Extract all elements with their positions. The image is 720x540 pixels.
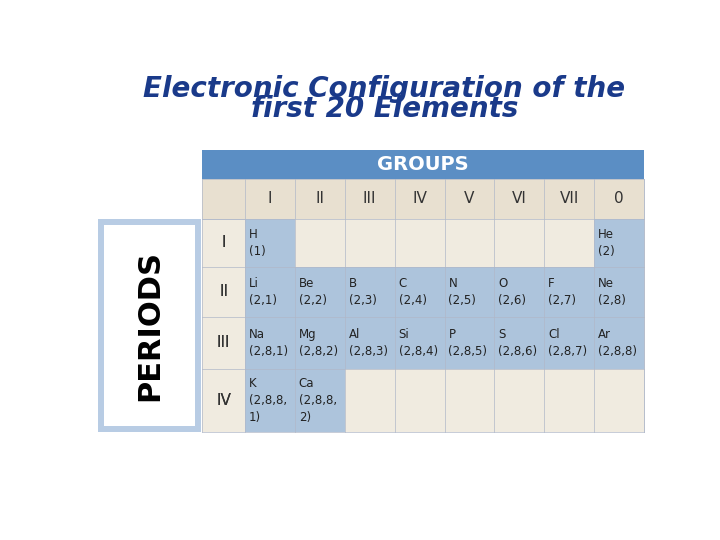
Bar (245, 267, 295, 316)
Bar (544, 369, 594, 432)
Text: Si
(2,8,4): Si (2,8,4) (399, 328, 438, 358)
Bar (295, 369, 345, 432)
Text: VI: VI (512, 191, 527, 206)
Text: VII: VII (559, 191, 579, 206)
Bar (544, 316, 594, 369)
Text: V: V (464, 191, 474, 206)
Bar (202, 179, 644, 219)
Text: Ne
(2,8): Ne (2,8) (598, 276, 626, 307)
Text: 0: 0 (614, 191, 624, 206)
Bar (395, 219, 444, 267)
Text: Ar
(2,8,8): Ar (2,8,8) (598, 328, 637, 358)
Bar (544, 267, 594, 316)
Text: S
(2,8,6): S (2,8,6) (498, 328, 537, 358)
Text: C
(2,4): C (2,4) (399, 276, 426, 307)
Text: IV: IV (216, 393, 231, 408)
Text: Na
(2,8,1): Na (2,8,1) (249, 328, 288, 358)
Text: II: II (219, 284, 228, 299)
Text: F
(2,7): F (2,7) (548, 276, 576, 307)
Bar (202, 369, 644, 432)
Bar (202, 219, 644, 267)
Bar (345, 219, 395, 267)
Bar (245, 316, 295, 369)
Text: III: III (217, 335, 230, 350)
Text: Electronic Configuration of the: Electronic Configuration of the (143, 76, 626, 104)
Bar (295, 219, 345, 267)
Text: II: II (219, 284, 228, 299)
Bar (594, 316, 644, 369)
Bar (495, 369, 544, 432)
Bar (295, 316, 345, 369)
Bar (104, 225, 194, 426)
Bar (295, 267, 345, 316)
Bar (594, 267, 644, 316)
Text: GROUPS: GROUPS (377, 154, 469, 174)
Text: Mg
(2,8,2): Mg (2,8,2) (299, 328, 338, 358)
Text: I: I (222, 235, 226, 250)
Text: B
(2,3): B (2,3) (348, 276, 377, 307)
Bar (495, 219, 544, 267)
Text: II: II (315, 191, 324, 206)
Text: III: III (363, 191, 377, 206)
Bar (444, 369, 495, 432)
Text: I: I (268, 191, 272, 206)
Text: PERIODS: PERIODS (135, 250, 163, 401)
Text: III: III (217, 335, 230, 350)
Text: N
(2,5): N (2,5) (449, 276, 477, 307)
Text: He
(2): He (2) (598, 228, 615, 258)
Text: Ca
(2,8,8,
2): Ca (2,8,8, 2) (299, 377, 337, 424)
Text: Cl
(2,8,7): Cl (2,8,7) (548, 328, 588, 358)
Bar (594, 219, 644, 267)
Text: IV: IV (412, 191, 427, 206)
Bar (544, 219, 594, 267)
Bar (395, 267, 444, 316)
Bar (444, 316, 495, 369)
Bar (202, 316, 644, 369)
Bar (395, 316, 444, 369)
Bar (202, 267, 644, 316)
Text: O
(2,6): O (2,6) (498, 276, 526, 307)
Text: P
(2,8,5): P (2,8,5) (449, 328, 487, 358)
Bar (245, 219, 295, 267)
Bar (245, 369, 295, 432)
Text: H
(1): H (1) (249, 228, 266, 258)
Bar (444, 219, 495, 267)
Text: I: I (222, 235, 226, 250)
Bar (202, 150, 644, 179)
Text: Al
(2,8,3): Al (2,8,3) (348, 328, 387, 358)
Text: Be
(2,2): Be (2,2) (299, 276, 327, 307)
Text: Li
(2,1): Li (2,1) (249, 276, 277, 307)
Text: IV: IV (216, 393, 231, 408)
Bar (495, 267, 544, 316)
Text: first 20 Elements: first 20 Elements (251, 94, 518, 123)
Bar (444, 267, 495, 316)
Bar (345, 267, 395, 316)
Bar (345, 316, 395, 369)
Bar (395, 369, 444, 432)
Bar (495, 316, 544, 369)
Bar (98, 219, 201, 432)
Bar (594, 369, 644, 432)
Bar (345, 369, 395, 432)
Text: K
(2,8,8,
1): K (2,8,8, 1) (249, 377, 287, 424)
